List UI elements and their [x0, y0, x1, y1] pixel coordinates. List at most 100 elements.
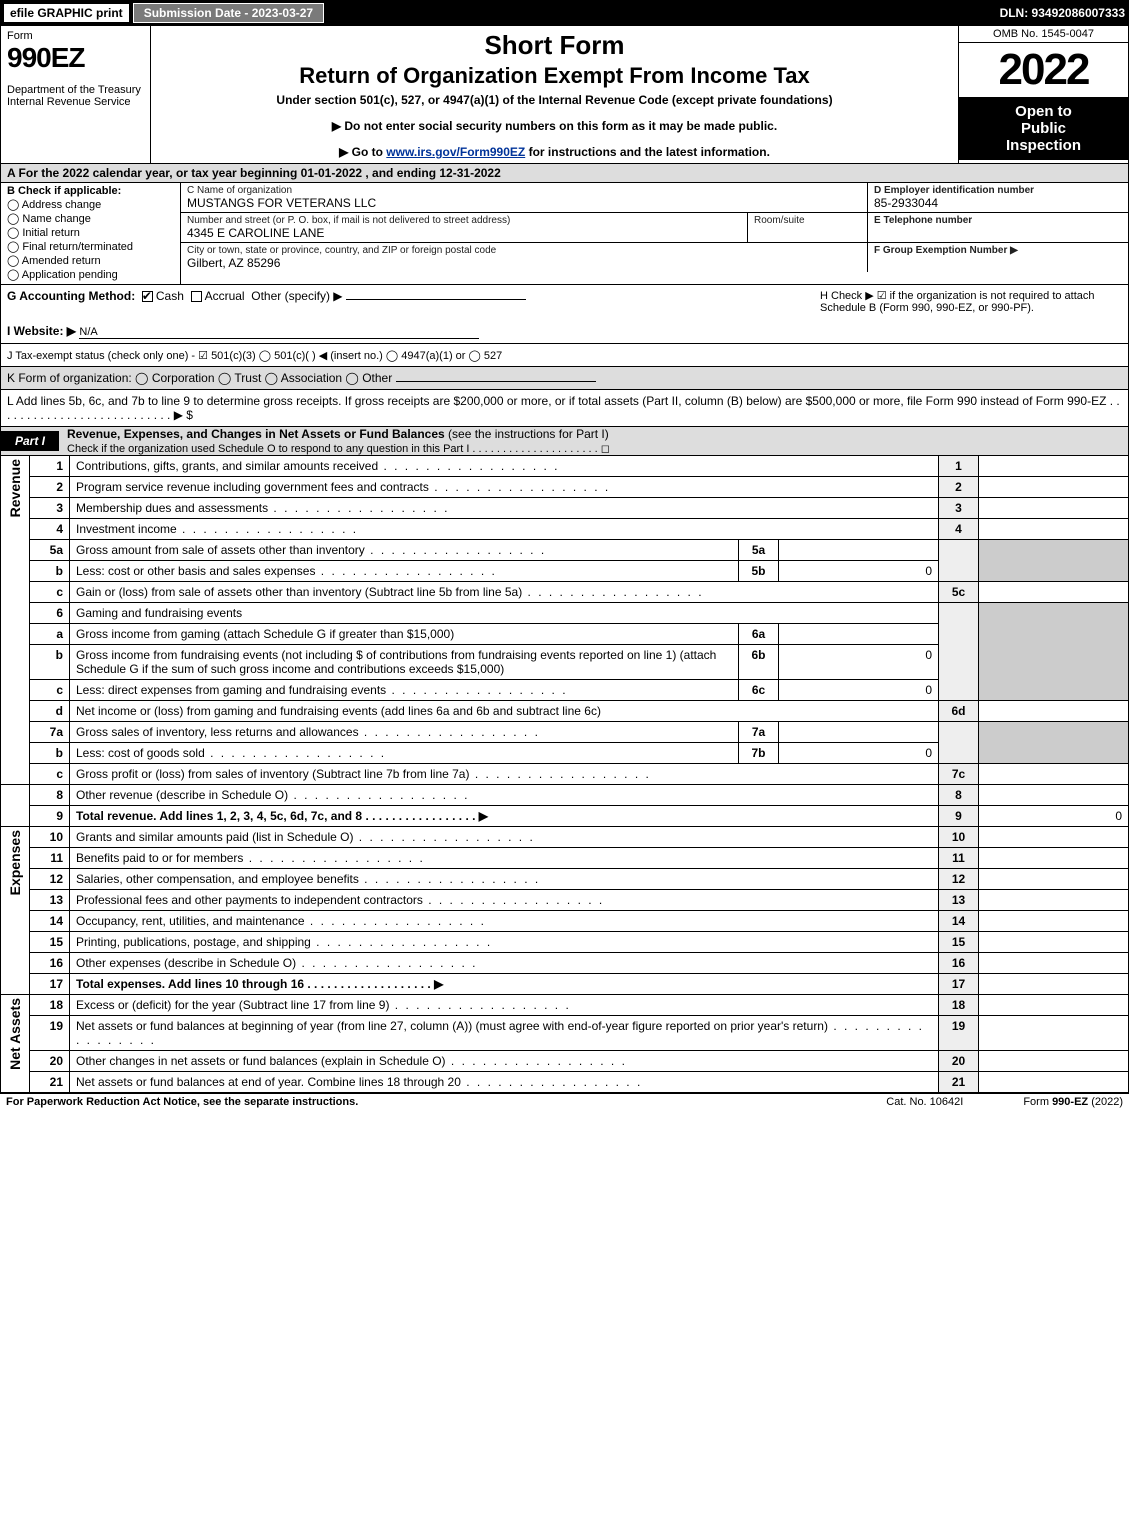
chk-pending[interactable]: ◯ Application pending — [7, 268, 174, 281]
l9-t: Total revenue. Add lines 1, 2, 3, 4, 5c,… — [70, 806, 939, 827]
c-label: C Name of organization — [187, 185, 861, 196]
l6a-m: 6a — [739, 624, 779, 645]
l6a-mv — [779, 624, 939, 645]
l3-amt — [979, 498, 1129, 519]
row-k: K Form of organization: ◯ Corporation ◯ … — [0, 367, 1129, 390]
f-label: F Group Exemption Number ▶ — [874, 245, 1122, 256]
l6b-m: 6b — [739, 645, 779, 680]
row-j: J Tax-exempt status (check only one) - ☑… — [0, 344, 1129, 367]
instr-link: ▶ Go to www.irs.gov/Form990EZ for instru… — [159, 145, 950, 159]
l15-rc: 15 — [939, 932, 979, 953]
cell-city: City or town, state or province, country… — [181, 243, 868, 272]
chk-final[interactable]: ◯ Final return/terminated — [7, 240, 174, 253]
row-l: L Add lines 5b, 6c, and 7b to line 9 to … — [0, 390, 1129, 427]
l14-t: Occupancy, rent, utilities, and maintena… — [70, 911, 939, 932]
l5b-mv: 0 — [779, 561, 939, 582]
l7a-mv — [779, 722, 939, 743]
short-form-title: Short Form — [159, 30, 950, 61]
l21-rc: 21 — [939, 1072, 979, 1093]
l5-shade — [939, 540, 979, 582]
l15-amt — [979, 932, 1129, 953]
l17-rc: 17 — [939, 974, 979, 995]
addr-label: Number and street (or P. O. box, if mail… — [187, 215, 741, 226]
g-cash: Cash — [156, 289, 184, 303]
l7-shade — [939, 722, 979, 764]
dln: DLN: 93492086007333 — [1000, 6, 1125, 20]
cell-f: F Group Exemption Number ▶ — [868, 243, 1128, 272]
i-label: I Website: ▶ — [7, 324, 76, 338]
tax-year: 2022 — [959, 43, 1128, 97]
subline: Under section 501(c), 527, or 4947(a)(1)… — [159, 93, 950, 107]
l4-rc: 4 — [939, 519, 979, 540]
l11-t: Benefits paid to or for members — [70, 848, 939, 869]
l16-amt — [979, 953, 1129, 974]
chk-accrual-icon[interactable] — [191, 291, 202, 302]
d-label: D Employer identification number — [874, 185, 1122, 196]
l18-rc: 18 — [939, 995, 979, 1016]
l10-t: Grants and similar amounts paid (list in… — [70, 827, 939, 848]
footer-cat: Cat. No. 10642I — [886, 1096, 963, 1108]
public2: Public — [963, 120, 1124, 137]
chk-name[interactable]: ◯ Name change — [7, 212, 174, 225]
l8-amt — [979, 785, 1129, 806]
l12-amt — [979, 869, 1129, 890]
footer-right: Form 990-EZ (2022) — [1023, 1096, 1123, 1108]
l7b-m: 7b — [739, 743, 779, 764]
l5c-amt — [979, 582, 1129, 603]
l5a-t: Gross amount from sale of assets other t… — [70, 540, 739, 561]
row-a: A For the 2022 calendar year, or tax yea… — [0, 164, 1129, 183]
cell-c: C Name of organization MUSTANGS FOR VETE… — [181, 183, 868, 212]
l13-n: 13 — [30, 890, 70, 911]
instr2-post: for instructions and the latest informat… — [525, 145, 770, 159]
l7b-n: b — [30, 743, 70, 764]
cell-e: E Telephone number — [868, 213, 1128, 242]
d-val: 85-2933044 — [874, 196, 1122, 210]
chk-amended[interactable]: ◯ Amended return — [7, 254, 174, 267]
l6c-mv: 0 — [779, 680, 939, 701]
l6b-t: Gross income from fundraising events (no… — [70, 645, 739, 680]
public3: Inspection — [963, 137, 1124, 154]
l11-n: 11 — [30, 848, 70, 869]
l6-t: Gaming and fundraising events — [70, 603, 939, 624]
l6a-t: Gross income from gaming (attach Schedul… — [70, 624, 739, 645]
l5b-t: Less: cost or other basis and sales expe… — [70, 561, 739, 582]
l20-t: Other changes in net assets or fund bala… — [70, 1051, 939, 1072]
l1-n: 1 — [30, 456, 70, 477]
l8-n: 8 — [30, 785, 70, 806]
row-g-h: G Accounting Method: Cash Accrual Other … — [0, 285, 1129, 344]
g-other-blank[interactable] — [346, 299, 526, 300]
l1-rc: 1 — [939, 456, 979, 477]
k-blank[interactable] — [396, 381, 596, 382]
l11-rc: 11 — [939, 848, 979, 869]
side-netassets: Net Assets — [1, 995, 30, 1093]
l12-rc: 12 — [939, 869, 979, 890]
e-label: E Telephone number — [874, 215, 1122, 226]
cell-addr: Number and street (or P. O. box, if mail… — [181, 213, 748, 242]
public-inspection: Open to Public Inspection — [959, 97, 1128, 160]
efile-label[interactable]: efile GRAPHIC print — [4, 4, 129, 22]
k-text: K Form of organization: ◯ Corporation ◯ … — [7, 371, 392, 385]
l5c-rc: 5c — [939, 582, 979, 603]
l2-amt — [979, 477, 1129, 498]
col-b: B Check if applicable: ◯ Address change … — [1, 183, 181, 284]
g-label: G Accounting Method: — [7, 289, 135, 303]
l7-shade-amt — [979, 722, 1129, 764]
chk-address[interactable]: ◯ Address change — [7, 198, 174, 211]
l4-amt — [979, 519, 1129, 540]
l6c-m: 6c — [739, 680, 779, 701]
header-right: OMB No. 1545-0047 2022 Open to Public In… — [958, 26, 1128, 163]
city-label: City or town, state or province, country… — [187, 245, 861, 256]
l7c-rc: 7c — [939, 764, 979, 785]
header-center: Short Form Return of Organization Exempt… — [151, 26, 958, 163]
irs-link[interactable]: www.irs.gov/Form990EZ — [386, 145, 525, 159]
chk-cash-icon[interactable] — [142, 291, 153, 302]
l6c-n: c — [30, 680, 70, 701]
l3-n: 3 — [30, 498, 70, 519]
cell-d: D Employer identification number 85-2933… — [868, 183, 1128, 212]
l5b-m: 5b — [739, 561, 779, 582]
l20-amt — [979, 1051, 1129, 1072]
l6d-amt — [979, 701, 1129, 722]
form-code: 990EZ — [7, 42, 144, 74]
l10-rc: 10 — [939, 827, 979, 848]
chk-initial[interactable]: ◯ Initial return — [7, 226, 174, 239]
